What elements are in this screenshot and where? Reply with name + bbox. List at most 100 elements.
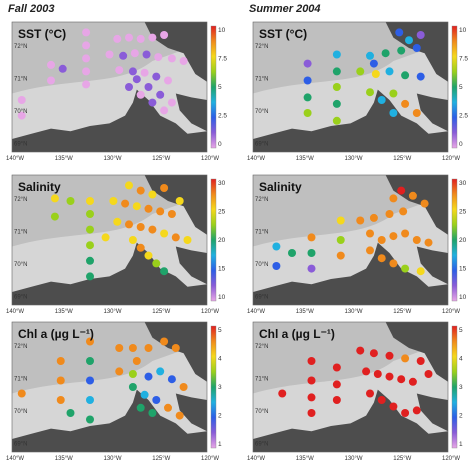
station-marker [424, 370, 433, 378]
colorbar-tick-label: 4 [218, 356, 222, 363]
station-marker [130, 49, 139, 58]
station-marker [385, 372, 394, 381]
station-marker [113, 34, 122, 43]
station-marker [82, 41, 91, 50]
station-marker [132, 202, 141, 211]
variable-label: Salinity [259, 180, 302, 194]
station-marker [336, 236, 345, 244]
station-marker [152, 72, 161, 81]
station-marker [47, 60, 55, 69]
station-marker [167, 98, 176, 107]
station-marker [142, 50, 151, 59]
colorbar-tick-label: 7.5 [218, 56, 227, 63]
station-marker [121, 199, 130, 208]
colorbar-tick-label: 30 [459, 180, 467, 187]
station-marker [86, 241, 94, 250]
lat-tick-label: 71°N [14, 77, 27, 83]
station-marker [160, 31, 169, 39]
panel-frame [252, 174, 449, 306]
station-marker [56, 357, 65, 365]
station-marker [307, 393, 316, 402]
station-marker [86, 210, 94, 218]
station-marker [132, 357, 141, 365]
lon-tick-label: 125°W [152, 156, 170, 162]
station-marker [405, 36, 413, 45]
amundsen-gulf-shore [175, 246, 207, 285]
station-marker [385, 67, 394, 76]
station-marker [397, 375, 406, 384]
station-marker [179, 57, 188, 65]
station-marker [332, 363, 341, 372]
map-panel-summer_sst: SST (°C) 72°N 71°N 70°N 69°N 140°W 135°W 130°W 1… [247, 21, 468, 162]
station-marker [167, 54, 176, 63]
lat-tick-label: 72°N [14, 197, 27, 203]
station-marker [82, 28, 91, 37]
station-marker [136, 34, 145, 43]
lon-tick-label: 140°W [247, 456, 265, 462]
panel-frame [11, 21, 208, 153]
station-marker [167, 375, 176, 384]
station-marker [397, 46, 406, 55]
station-marker [332, 83, 341, 91]
station-marker [82, 54, 91, 63]
station-marker [332, 99, 341, 108]
station-marker [307, 233, 316, 242]
station-marker [164, 76, 172, 85]
lon-tick-label: 120°W [442, 309, 460, 315]
station-marker [119, 51, 128, 60]
lat-tick-label: 71°N [255, 230, 268, 236]
colorbar-tick-label: 10 [218, 27, 226, 34]
station-marker [82, 80, 91, 89]
station-marker [412, 109, 421, 117]
station-marker [377, 254, 386, 263]
lon-tick-label: 120°W [442, 456, 460, 462]
station-marker [148, 98, 157, 107]
mainland-coast [253, 389, 448, 452]
station-marker [307, 357, 316, 365]
lon-tick-label: 120°W [201, 456, 219, 462]
station-marker [356, 216, 365, 225]
lat-tick-label: 71°N [255, 77, 268, 83]
colorbar [451, 325, 458, 449]
station-marker [136, 186, 145, 195]
station-marker [332, 396, 341, 404]
map-panel-fall_sal: Salinity 72°N 71°N 70°N 69°N 140°W 135°W 130°W 1… [6, 174, 226, 315]
station-marker [366, 88, 374, 97]
colorbar-tick-label: 3 [459, 384, 463, 391]
station-marker [86, 272, 94, 281]
station-marker [66, 197, 75, 205]
station-marker [366, 51, 374, 60]
colorbar-tick-label: 25 [218, 209, 226, 216]
station-marker [82, 67, 91, 76]
lon-tick-label: 120°W [201, 309, 219, 315]
station-marker [156, 207, 165, 216]
lat-tick-label: 72°N [14, 344, 27, 350]
colorbar-tick-label: 15 [459, 266, 467, 273]
station-marker [408, 377, 417, 386]
station-marker [148, 409, 157, 417]
lat-tick-label: 70°N [255, 109, 268, 115]
station-marker [136, 243, 145, 252]
lat-tick-label: 69°N [14, 442, 27, 448]
station-marker [401, 354, 410, 363]
colorbar [451, 25, 458, 149]
amundsen-gulf-shore [416, 93, 448, 132]
lat-tick-label: 72°N [14, 44, 27, 50]
station-marker [109, 197, 118, 205]
lon-tick-label: 140°W [247, 156, 265, 162]
lat-tick-label: 70°N [255, 409, 268, 415]
station-marker [397, 186, 406, 195]
colorbar-tick-label: 1 [459, 441, 463, 448]
banks-island [385, 322, 448, 382]
station-marker [389, 89, 398, 98]
lat-tick-label: 71°N [14, 377, 27, 383]
lat-tick-label: 70°N [14, 262, 27, 268]
station-marker [136, 90, 145, 99]
station-marker [416, 72, 425, 81]
lat-tick-label: 69°N [255, 442, 268, 448]
station-marker [416, 357, 425, 365]
station-marker [17, 389, 26, 398]
station-marker [399, 207, 408, 216]
panel-frame [252, 21, 449, 153]
station-marker [56, 396, 65, 404]
